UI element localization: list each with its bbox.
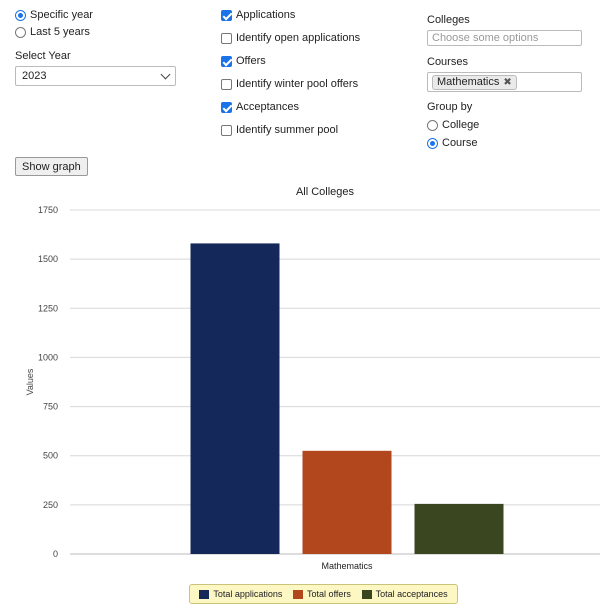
acceptances-checkbox[interactable]: Acceptances xyxy=(221,98,299,116)
last-5-years-label: Last 5 years xyxy=(30,26,90,38)
checkbox-icon[interactable] xyxy=(221,124,232,136)
y-axis-label: Values xyxy=(25,368,35,395)
applications-checkbox[interactable]: Applications xyxy=(221,6,295,24)
checkbox-icon[interactable] xyxy=(221,32,232,44)
y-tick-label: 1500 xyxy=(38,254,58,264)
bar-total-acceptances[interactable] xyxy=(414,503,504,554)
colleges-multiselect[interactable]: Choose some options xyxy=(427,30,582,46)
last-5-years-radio[interactable]: Last 5 years xyxy=(15,23,90,41)
chart-legend: Total applications Total offers Total acce… xyxy=(189,584,458,604)
select-year-label: Select Year xyxy=(15,50,71,62)
legend-item[interactable]: Total acceptances xyxy=(361,589,448,599)
legend-swatch xyxy=(361,589,372,599)
show-graph-button[interactable]: Show graph xyxy=(15,157,88,176)
legend-label: Total acceptances xyxy=(375,589,448,599)
offers-label: Offers xyxy=(236,55,266,67)
offers-checkbox[interactable]: Offers xyxy=(221,52,266,70)
y-axis-ticks: 0 250 500 750 1000 1250 1500 1750 xyxy=(38,205,58,559)
identify-summer-pool-label: Identify summer pool xyxy=(236,124,339,136)
group-by-college-label: College xyxy=(442,119,480,131)
identify-summer-pool-checkbox[interactable]: Identify summer pool xyxy=(221,121,338,139)
y-tick-label: 1000 xyxy=(38,352,58,362)
acceptances-label: Acceptances xyxy=(236,101,299,113)
legend-item[interactable]: Total applications xyxy=(199,589,282,599)
y-tick-label: 500 xyxy=(43,451,58,461)
specific-year-label: Specific year xyxy=(30,9,93,21)
y-tick-label: 250 xyxy=(43,500,58,510)
courses-multiselect[interactable]: Mathematics ✖ xyxy=(427,72,582,92)
identify-winter-pool-offers-label: Identify winter pool offers xyxy=(236,78,359,90)
group-by-course-label: Course xyxy=(442,137,478,149)
group-by-course-radio[interactable]: Course xyxy=(427,134,477,152)
colleges-label: Colleges xyxy=(427,14,470,26)
course-tag: Mathematics ✖ xyxy=(432,74,517,90)
chevron-down-icon xyxy=(160,69,171,79)
checkbox-icon[interactable] xyxy=(221,101,232,113)
group-by-college-radio[interactable]: College xyxy=(427,116,479,134)
radio-icon[interactable] xyxy=(15,26,26,38)
checkbox-icon[interactable] xyxy=(221,78,232,90)
year-select[interactable]: 2023 xyxy=(15,66,176,86)
legend-item[interactable]: Total offers xyxy=(293,589,351,599)
bar-total-offers[interactable] xyxy=(302,450,392,554)
applications-label: Applications xyxy=(236,9,296,21)
radio-icon[interactable] xyxy=(427,137,438,149)
x-axis-ticks: Mathematics xyxy=(321,561,373,571)
specific-year-radio[interactable]: Specific year xyxy=(15,6,93,24)
y-tick-label: 1750 xyxy=(38,205,58,215)
chart-bars xyxy=(190,243,504,554)
year-select-value: 2023 xyxy=(22,70,47,82)
identify-open-applications-label: Identify open applications xyxy=(236,32,361,44)
checkbox-icon[interactable] xyxy=(221,9,232,21)
identify-winter-pool-offers-checkbox[interactable]: Identify winter pool offers xyxy=(221,75,358,93)
y-tick-label: 0 xyxy=(53,549,58,559)
legend-swatch xyxy=(199,589,210,599)
y-tick-label: 1250 xyxy=(38,303,58,313)
bar-total-applications[interactable] xyxy=(190,243,280,554)
identify-open-applications-checkbox[interactable]: Identify open applications xyxy=(221,29,360,47)
x-tick-label: Mathematics xyxy=(321,561,373,571)
bar-chart: All Colleges 02505007501000125015001750 … xyxy=(25,186,600,571)
legend-label: Total offers xyxy=(307,589,351,599)
colleges-placeholder: Choose some options xyxy=(432,32,539,44)
checkbox-icon[interactable] xyxy=(221,55,232,67)
radio-icon[interactable] xyxy=(15,9,26,21)
courses-label: Courses xyxy=(427,56,468,68)
legend-label: Total applications xyxy=(213,589,283,599)
y-tick-label: 750 xyxy=(43,402,58,412)
course-tag-label: Mathematics xyxy=(437,76,500,88)
radio-icon[interactable] xyxy=(427,119,438,131)
group-by-label: Group by xyxy=(427,101,473,113)
legend-swatch xyxy=(293,589,304,599)
remove-tag-icon[interactable]: ✖ xyxy=(503,76,512,88)
chart-title: All Colleges xyxy=(296,186,355,198)
